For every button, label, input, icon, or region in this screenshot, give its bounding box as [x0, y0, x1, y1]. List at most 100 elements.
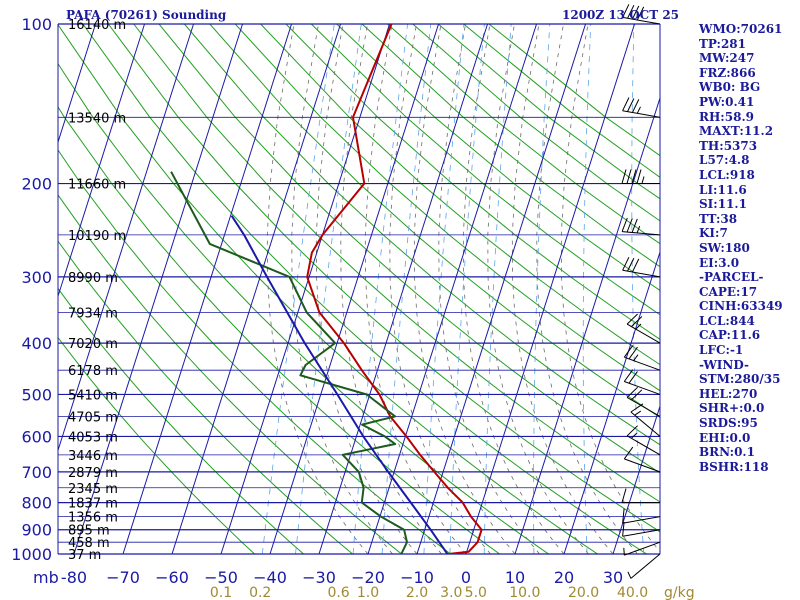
isotherm [122, 24, 293, 554]
wind-barb [623, 345, 661, 371]
mixing-unit-label: g/kg [664, 585, 695, 600]
mixing-ratio-label: 0.2 [249, 585, 271, 600]
mixing-ratio-line [449, 24, 485, 554]
isotherm [58, 24, 146, 298]
pressure-tick-label: 600 [21, 427, 52, 446]
index-item: MW:247 [699, 51, 755, 66]
isotherm [58, 24, 195, 452]
index-item: BSHR:118 [699, 459, 769, 474]
height-label: 458 m [68, 536, 110, 551]
height-label: 16140 m [68, 18, 126, 33]
wind-barb [623, 541, 661, 556]
isotherm [318, 24, 489, 554]
wind-barb [621, 169, 661, 185]
wind-barb [621, 217, 661, 236]
mixing-ratio-line [533, 24, 551, 554]
temperature-tick-label: −50 [204, 568, 238, 587]
index-item: KI:7 [699, 226, 728, 241]
index-item: TT:38 [699, 211, 738, 226]
isotherm [465, 24, 636, 554]
wind-barb [622, 97, 661, 118]
temperature-tick-label: −20 [351, 568, 385, 587]
pressure-tick-label: 800 [21, 494, 52, 513]
index-item: LI:11.6 [699, 182, 747, 197]
index-item: MAXT:11.2 [699, 124, 774, 139]
sounding-curves [170, 24, 483, 554]
dewpoint-curve [170, 171, 408, 554]
wind-barb [626, 386, 661, 417]
height-label: 6178 m [68, 364, 118, 379]
pressure-tick-label: 200 [21, 175, 52, 194]
pressure-tick-label: 300 [21, 268, 52, 287]
index-item: L57:4.8 [699, 153, 750, 168]
mixing-ratio-line [631, 24, 645, 554]
mixing-ratio-line [423, 24, 465, 554]
index-item: WB0: BG [699, 80, 761, 95]
mixing-ratio-line [352, 24, 408, 554]
height-label: 11660 m [68, 178, 126, 193]
index-item: -PARCEL- [699, 270, 764, 285]
isotherm [563, 250, 660, 554]
wind-barb [626, 425, 661, 456]
mixing-ratio-label: 1.0 [357, 585, 379, 600]
station-title: PAFA (70261) Sounding [66, 8, 227, 22]
wind-barb [621, 488, 661, 504]
temperature-tick-label: −10 [400, 568, 434, 587]
index-item: EI:3.0 [699, 255, 740, 270]
height-label: 4053 m [68, 430, 118, 445]
wind-barb [623, 446, 661, 473]
isotherm [220, 24, 391, 554]
isotherm [612, 404, 660, 554]
isotherm [171, 24, 342, 554]
index-item: RH:58.9 [699, 109, 754, 124]
index-item: WMO:70261 [699, 22, 783, 36]
temperature-tick-label: 30 [603, 568, 623, 587]
wind-barb [627, 553, 661, 579]
index-item: SHR+:0.0 [699, 401, 765, 416]
pressure-tick-label: 400 [21, 334, 52, 353]
pressure-tick-label: 500 [21, 386, 52, 405]
wind-barb [622, 508, 661, 524]
height-label: 3446 m [68, 449, 118, 464]
pressure-tick-label: 700 [21, 463, 52, 482]
isotherm [514, 96, 660, 554]
mixing-ratio-line [483, 24, 512, 554]
temperature-tick-label: 20 [554, 568, 574, 587]
isotherm [367, 24, 538, 554]
height-label: 1356 m [68, 511, 118, 526]
chart-grid [57, 23, 661, 555]
temperature-tick-label: −40 [253, 568, 287, 587]
height-label: 2345 m [68, 482, 118, 497]
temperature-curve [306, 24, 483, 554]
height-label: 895 m [68, 524, 110, 539]
isotherm [73, 24, 244, 554]
index-item: -WIND- [699, 357, 749, 372]
wind-barb [622, 256, 661, 278]
sounding-time: 1200Z 13 OCT 25 [562, 8, 679, 22]
pressure-tick-label: 900 [21, 521, 52, 540]
index-item: EHI:0.0 [699, 430, 751, 445]
index-item: TH:5373 [699, 138, 758, 153]
dry-adiabat [133, 24, 660, 503]
height-label: 5410 m [68, 389, 118, 404]
mixing-ratio-label: 20.0 [568, 585, 599, 600]
index-item: BRN:0.1 [699, 445, 755, 460]
height-label: 10190 m [68, 229, 126, 244]
temperature-tick-label: −70 [106, 568, 140, 587]
mixing-ratio-label: 5.0 [465, 585, 487, 600]
wind-barb [622, 4, 661, 25]
temperature-tick-label: −60 [155, 568, 189, 587]
index-item: TP:281 [699, 36, 747, 51]
parcel-curve [230, 215, 449, 554]
wind-barb [622, 521, 661, 537]
height-label: 1837 m [68, 497, 118, 512]
height-label: 7020 m [68, 337, 118, 352]
temperature-tick-label: −30 [302, 568, 336, 587]
index-item: HEL:270 [699, 386, 758, 401]
height-label: 8990 m [68, 271, 118, 286]
moist-adiabat [560, 24, 660, 553]
height-label: 2879 m [68, 466, 118, 481]
mixing-ratio-label: 40.0 [617, 585, 648, 600]
index-item: CAPE:17 [699, 284, 758, 299]
isotherm [416, 24, 587, 554]
